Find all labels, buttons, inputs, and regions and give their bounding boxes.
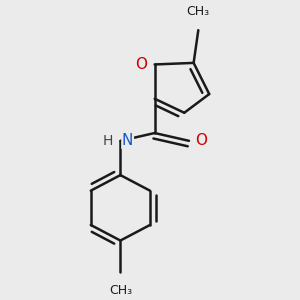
Text: CH₃: CH₃ <box>187 5 210 18</box>
Text: CH₃: CH₃ <box>109 284 132 297</box>
Text: H: H <box>102 134 112 148</box>
Text: N: N <box>122 133 133 148</box>
Text: O: O <box>136 57 148 72</box>
Text: O: O <box>195 133 207 148</box>
